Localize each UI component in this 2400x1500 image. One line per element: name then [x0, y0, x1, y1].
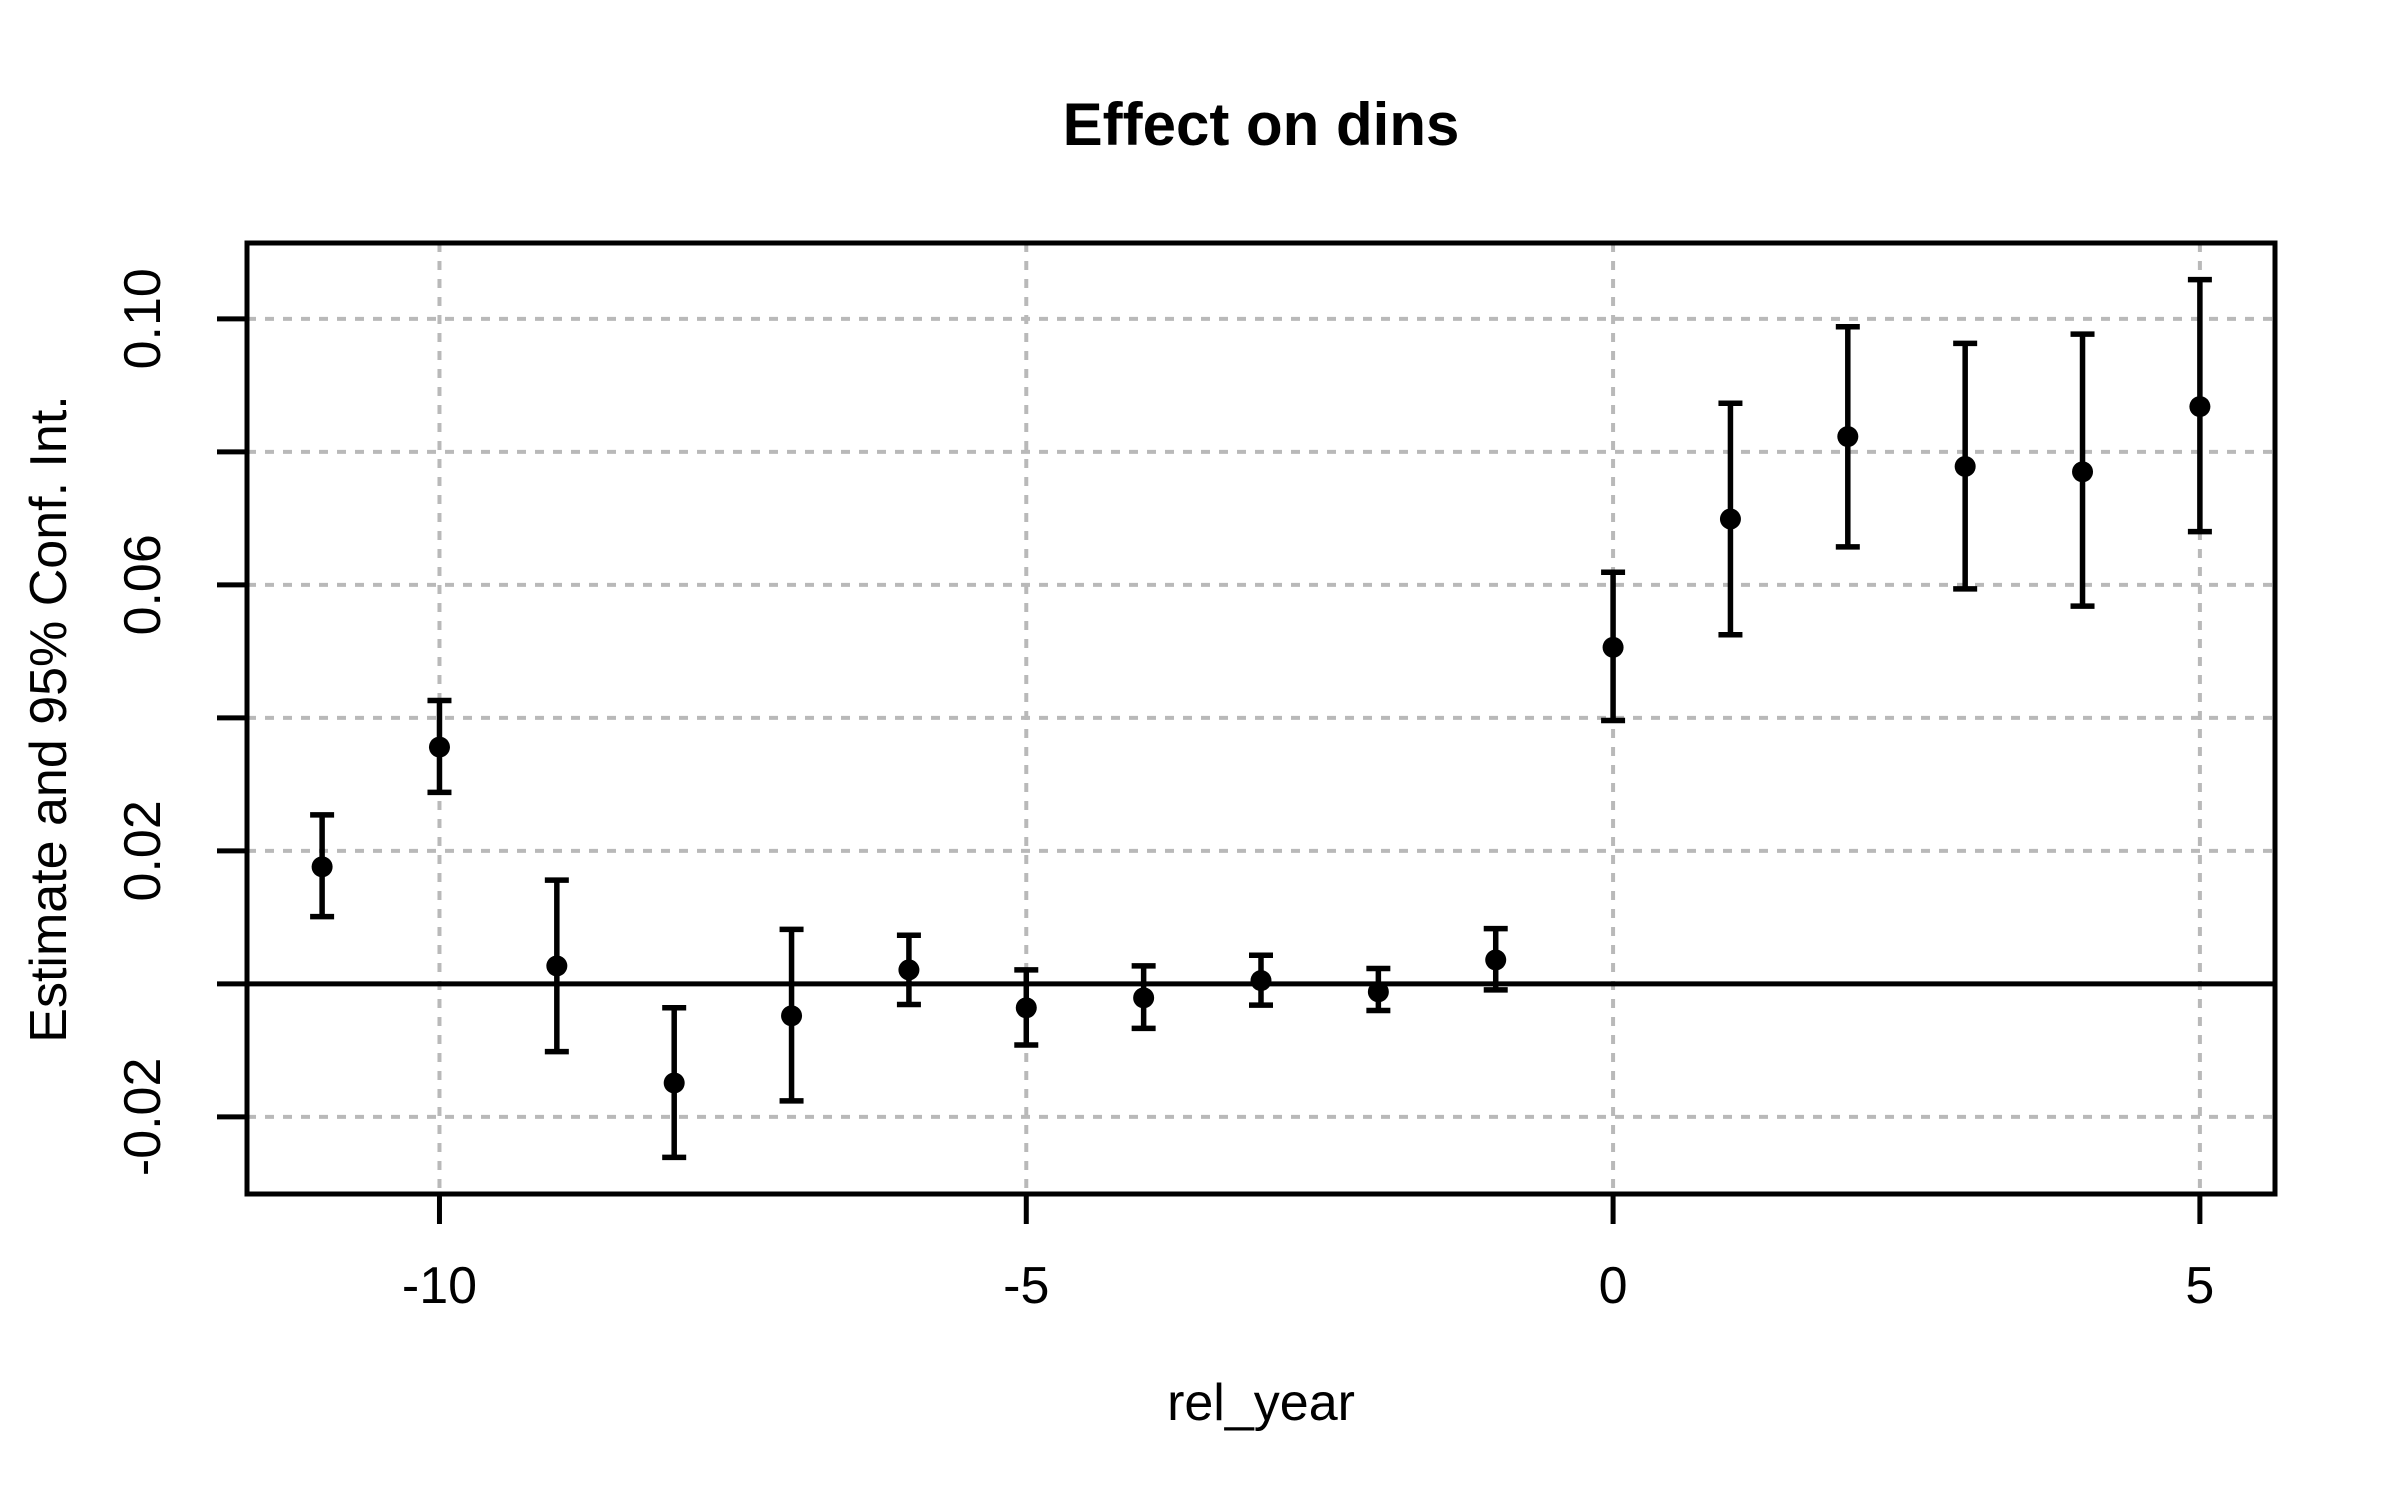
x-tick-label: 5	[2185, 1257, 2214, 1315]
errorbar-point-rel-year--5	[1014, 967, 1039, 1048]
errorbar-point-rel-year-5	[2187, 276, 2212, 535]
estimate-dot	[1837, 426, 1859, 448]
axis-layer: -10 -5 0 5 -0.02 0.02 0.06 0.10	[114, 268, 2214, 1315]
estimate-dot	[1015, 997, 1037, 1019]
x-tick-label: 0	[1599, 1257, 1628, 1315]
estimate-dot	[898, 959, 920, 981]
estimate-dot	[1954, 455, 1976, 477]
estimate-dot	[781, 1005, 803, 1027]
errorbar-point-rel-year--11	[310, 812, 335, 920]
x-tick-label: -5	[1003, 1257, 1049, 1315]
estimate-dot	[428, 736, 450, 758]
errorbar-point-rel-year-2	[1835, 324, 1860, 550]
estimate-dot	[1719, 508, 1741, 530]
estimate-dot	[311, 856, 333, 878]
y-axis-label: Estimate and 95% Conf. Int.	[20, 395, 78, 1042]
estimate-dot	[1250, 970, 1272, 992]
estimate-dot	[546, 955, 568, 977]
x-axis-label: rel_year	[1167, 1374, 1355, 1432]
errorbar-point-rel-year--4	[1131, 963, 1156, 1032]
errorbar-point-rel-year-1	[1718, 400, 1743, 638]
estimate-dot	[1367, 981, 1389, 1003]
points-layer	[310, 276, 2212, 1161]
errorbar-point-rel-year--8	[662, 1005, 687, 1161]
errorbar-point-rel-year-0	[1601, 569, 1626, 724]
chart-title: Effect on dins	[1063, 91, 1460, 158]
errorbar-point-rel-year-4	[2070, 331, 2095, 609]
estimate-dot	[2189, 396, 2211, 418]
estimate-dot	[663, 1072, 685, 1094]
plot-border	[244, 240, 2278, 1197]
errorbar-point-rel-year--9	[544, 877, 569, 1055]
y-tick-label: -0.02	[114, 1058, 172, 1177]
errorbar-point-rel-year-3	[1953, 340, 1978, 592]
errorbar-point-rel-year--2	[1366, 965, 1391, 1014]
estimate-dot	[2072, 461, 2094, 483]
y-tick-label: 0.10	[114, 268, 172, 369]
estimate-dot	[1602, 636, 1624, 658]
errorbar-point-rel-year--10	[427, 697, 452, 796]
y-tick-label: 0.06	[114, 534, 172, 635]
y-tick-label: 0.02	[114, 800, 172, 901]
errorbar-point-rel-year--6	[896, 932, 921, 1008]
estimate-dot	[1133, 987, 1155, 1009]
errorbar-point-rel-year--3	[1249, 952, 1273, 1008]
errorbar-point-rel-year--7	[779, 926, 804, 1104]
x-tick-label: -10	[402, 1257, 477, 1315]
estimate-dot	[1485, 949, 1507, 971]
errorbar-point-rel-year--1	[1483, 925, 1508, 993]
